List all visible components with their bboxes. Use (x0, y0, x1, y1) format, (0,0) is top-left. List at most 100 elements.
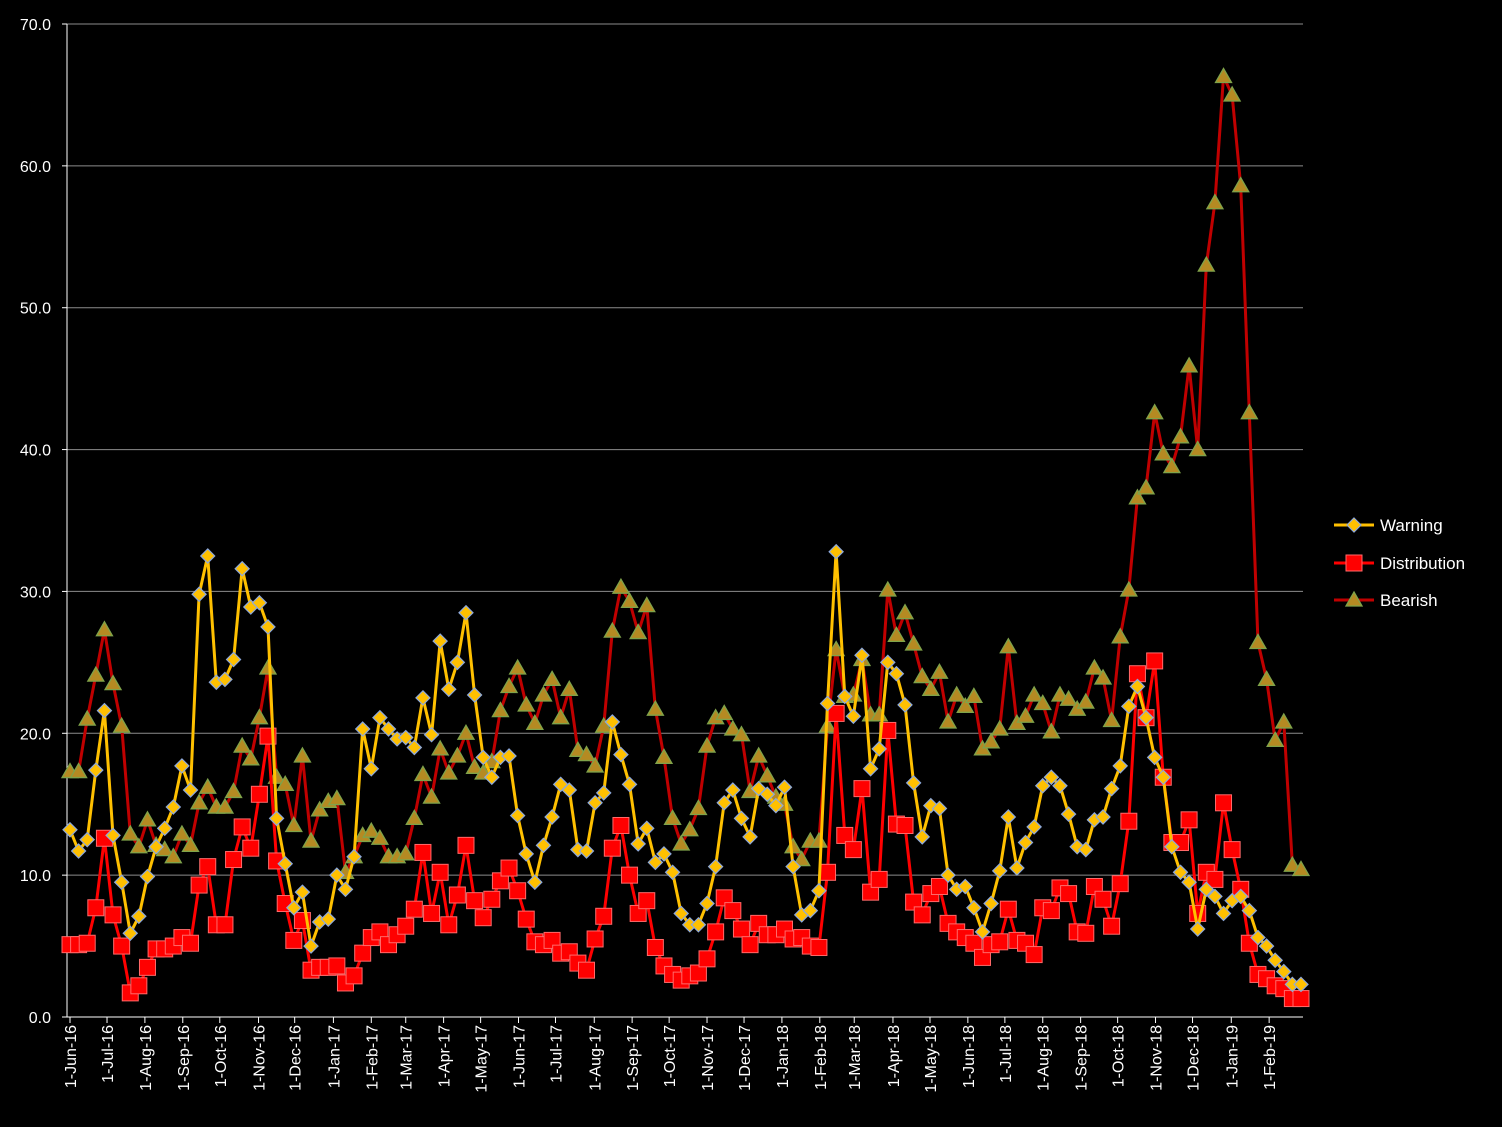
data-point-warning (656, 846, 672, 862)
data-point-warning (785, 858, 801, 875)
series-bearish (60, 67, 1311, 879)
x-tick-label: 1-Dec-17 (737, 1025, 754, 1091)
y-tick-label: 30.0 (20, 584, 51, 601)
data-point-bearish (190, 793, 209, 810)
data-point-bearish (1042, 722, 1061, 739)
series-warning (62, 543, 1309, 993)
data-point-bearish (1033, 694, 1052, 711)
data-point-warning (888, 665, 905, 682)
data-point-distribution (965, 934, 983, 952)
data-point-warning (354, 721, 371, 737)
data-point-warning (802, 902, 819, 919)
data-point-bearish (827, 640, 846, 657)
data-point-bearish (129, 837, 148, 854)
data-point-distribution (724, 902, 742, 920)
x-tick-label: 1-Dec-16 (288, 1025, 305, 1091)
data-point-bearish (491, 701, 510, 718)
data-point-bearish (629, 623, 648, 640)
data-point-distribution (1094, 890, 1112, 908)
legend-marker (1345, 554, 1363, 572)
data-point-warning (914, 828, 931, 845)
data-point-bearish (981, 732, 1001, 749)
data-point-warning (483, 769, 500, 786)
data-point-bearish (164, 847, 183, 864)
data-point-distribution (440, 916, 458, 934)
data-point-bearish (95, 620, 114, 637)
data-point-warning (690, 916, 707, 933)
data-point-bearish (69, 762, 88, 779)
data-point-distribution (698, 950, 716, 968)
data-point-warning (225, 651, 242, 668)
data-point-bearish (121, 824, 140, 841)
data-point-warning (768, 797, 784, 814)
data-point-bearish (964, 687, 984, 704)
x-tick-label: 1-Sep-16 (176, 1025, 193, 1091)
data-point-bearish (138, 810, 157, 827)
legend-item-bearish: Bearish (1334, 590, 1438, 610)
data-point-distribution (1042, 902, 1060, 920)
data-point-bearish (542, 670, 562, 687)
data-point-bearish (1050, 685, 1070, 702)
data-point-warning (811, 882, 827, 899)
data-point-warning (87, 762, 104, 779)
x-axis: 1-Jun-16 1-Jul-16 1-Aug-16 1-Sep-16 1-Oct-16… (62, 23, 1303, 1093)
data-point-warning (759, 786, 776, 803)
data-point-warning (234, 560, 251, 577)
data-point-warning (1103, 780, 1120, 797)
data-point-distribution (474, 909, 492, 927)
data-point-warning (199, 548, 216, 564)
data-point-bearish (603, 621, 622, 638)
data-point-warning (260, 619, 276, 635)
data-point-distribution (853, 780, 871, 798)
data-point-bearish (1248, 633, 1268, 650)
data-point-distribution (819, 863, 837, 881)
data-point-warning (397, 729, 414, 746)
data-point-distribution (862, 883, 880, 901)
y-tick-label: 40.0 (20, 443, 51, 460)
data-point-bearish (577, 745, 596, 762)
data-point-bearish (1162, 457, 1181, 474)
data-point-distribution (1215, 794, 1233, 812)
data-point-distribution (973, 948, 991, 966)
data-point-distribution (483, 890, 501, 908)
data-point-warning (673, 905, 690, 922)
data-point-bearish (611, 577, 631, 594)
data-point-warning (277, 855, 294, 872)
data-point-distribution (233, 818, 251, 836)
data-point-bearish (258, 658, 278, 675)
data-point-warning (509, 807, 526, 824)
data-point-warning (1267, 952, 1284, 969)
data-point-distribution (190, 876, 208, 894)
x-tick-label: 1-Jun-17 (511, 1025, 528, 1088)
data-point-bearish (1231, 176, 1250, 193)
data-point-distribution (354, 944, 372, 962)
data-point-bearish (680, 820, 699, 837)
data-point-bearish (1059, 689, 1078, 706)
data-point-bearish (758, 766, 777, 783)
data-point-bearish (1119, 580, 1138, 597)
data-point-warning (406, 739, 423, 756)
data-point-distribution (586, 930, 604, 948)
data-point-warning (337, 881, 354, 898)
data-point-bearish (887, 626, 906, 643)
data-point-warning (1172, 864, 1189, 881)
data-point-distribution (242, 839, 260, 857)
data-point-bearish (715, 704, 734, 721)
data-point-bearish (1154, 444, 1173, 461)
data-point-warning (974, 924, 991, 940)
data-point-warning (1129, 678, 1146, 695)
x-tick-label: 1-Oct-16 (213, 1025, 230, 1087)
data-point-bearish (1085, 658, 1104, 675)
data-point-warning (527, 874, 543, 891)
data-point-warning (664, 864, 681, 881)
data-point-bearish (78, 709, 97, 726)
data-point-distribution (448, 886, 466, 904)
data-point-bearish (198, 777, 217, 794)
legend-item-distribution: Distribution (1334, 554, 1465, 573)
data-point-bearish (1093, 668, 1113, 685)
data-point-bearish (112, 716, 131, 733)
data-point-distribution (1223, 841, 1241, 859)
data-point-warning (862, 760, 879, 777)
data-point-warning (905, 775, 922, 791)
data-point-bearish (999, 637, 1018, 654)
